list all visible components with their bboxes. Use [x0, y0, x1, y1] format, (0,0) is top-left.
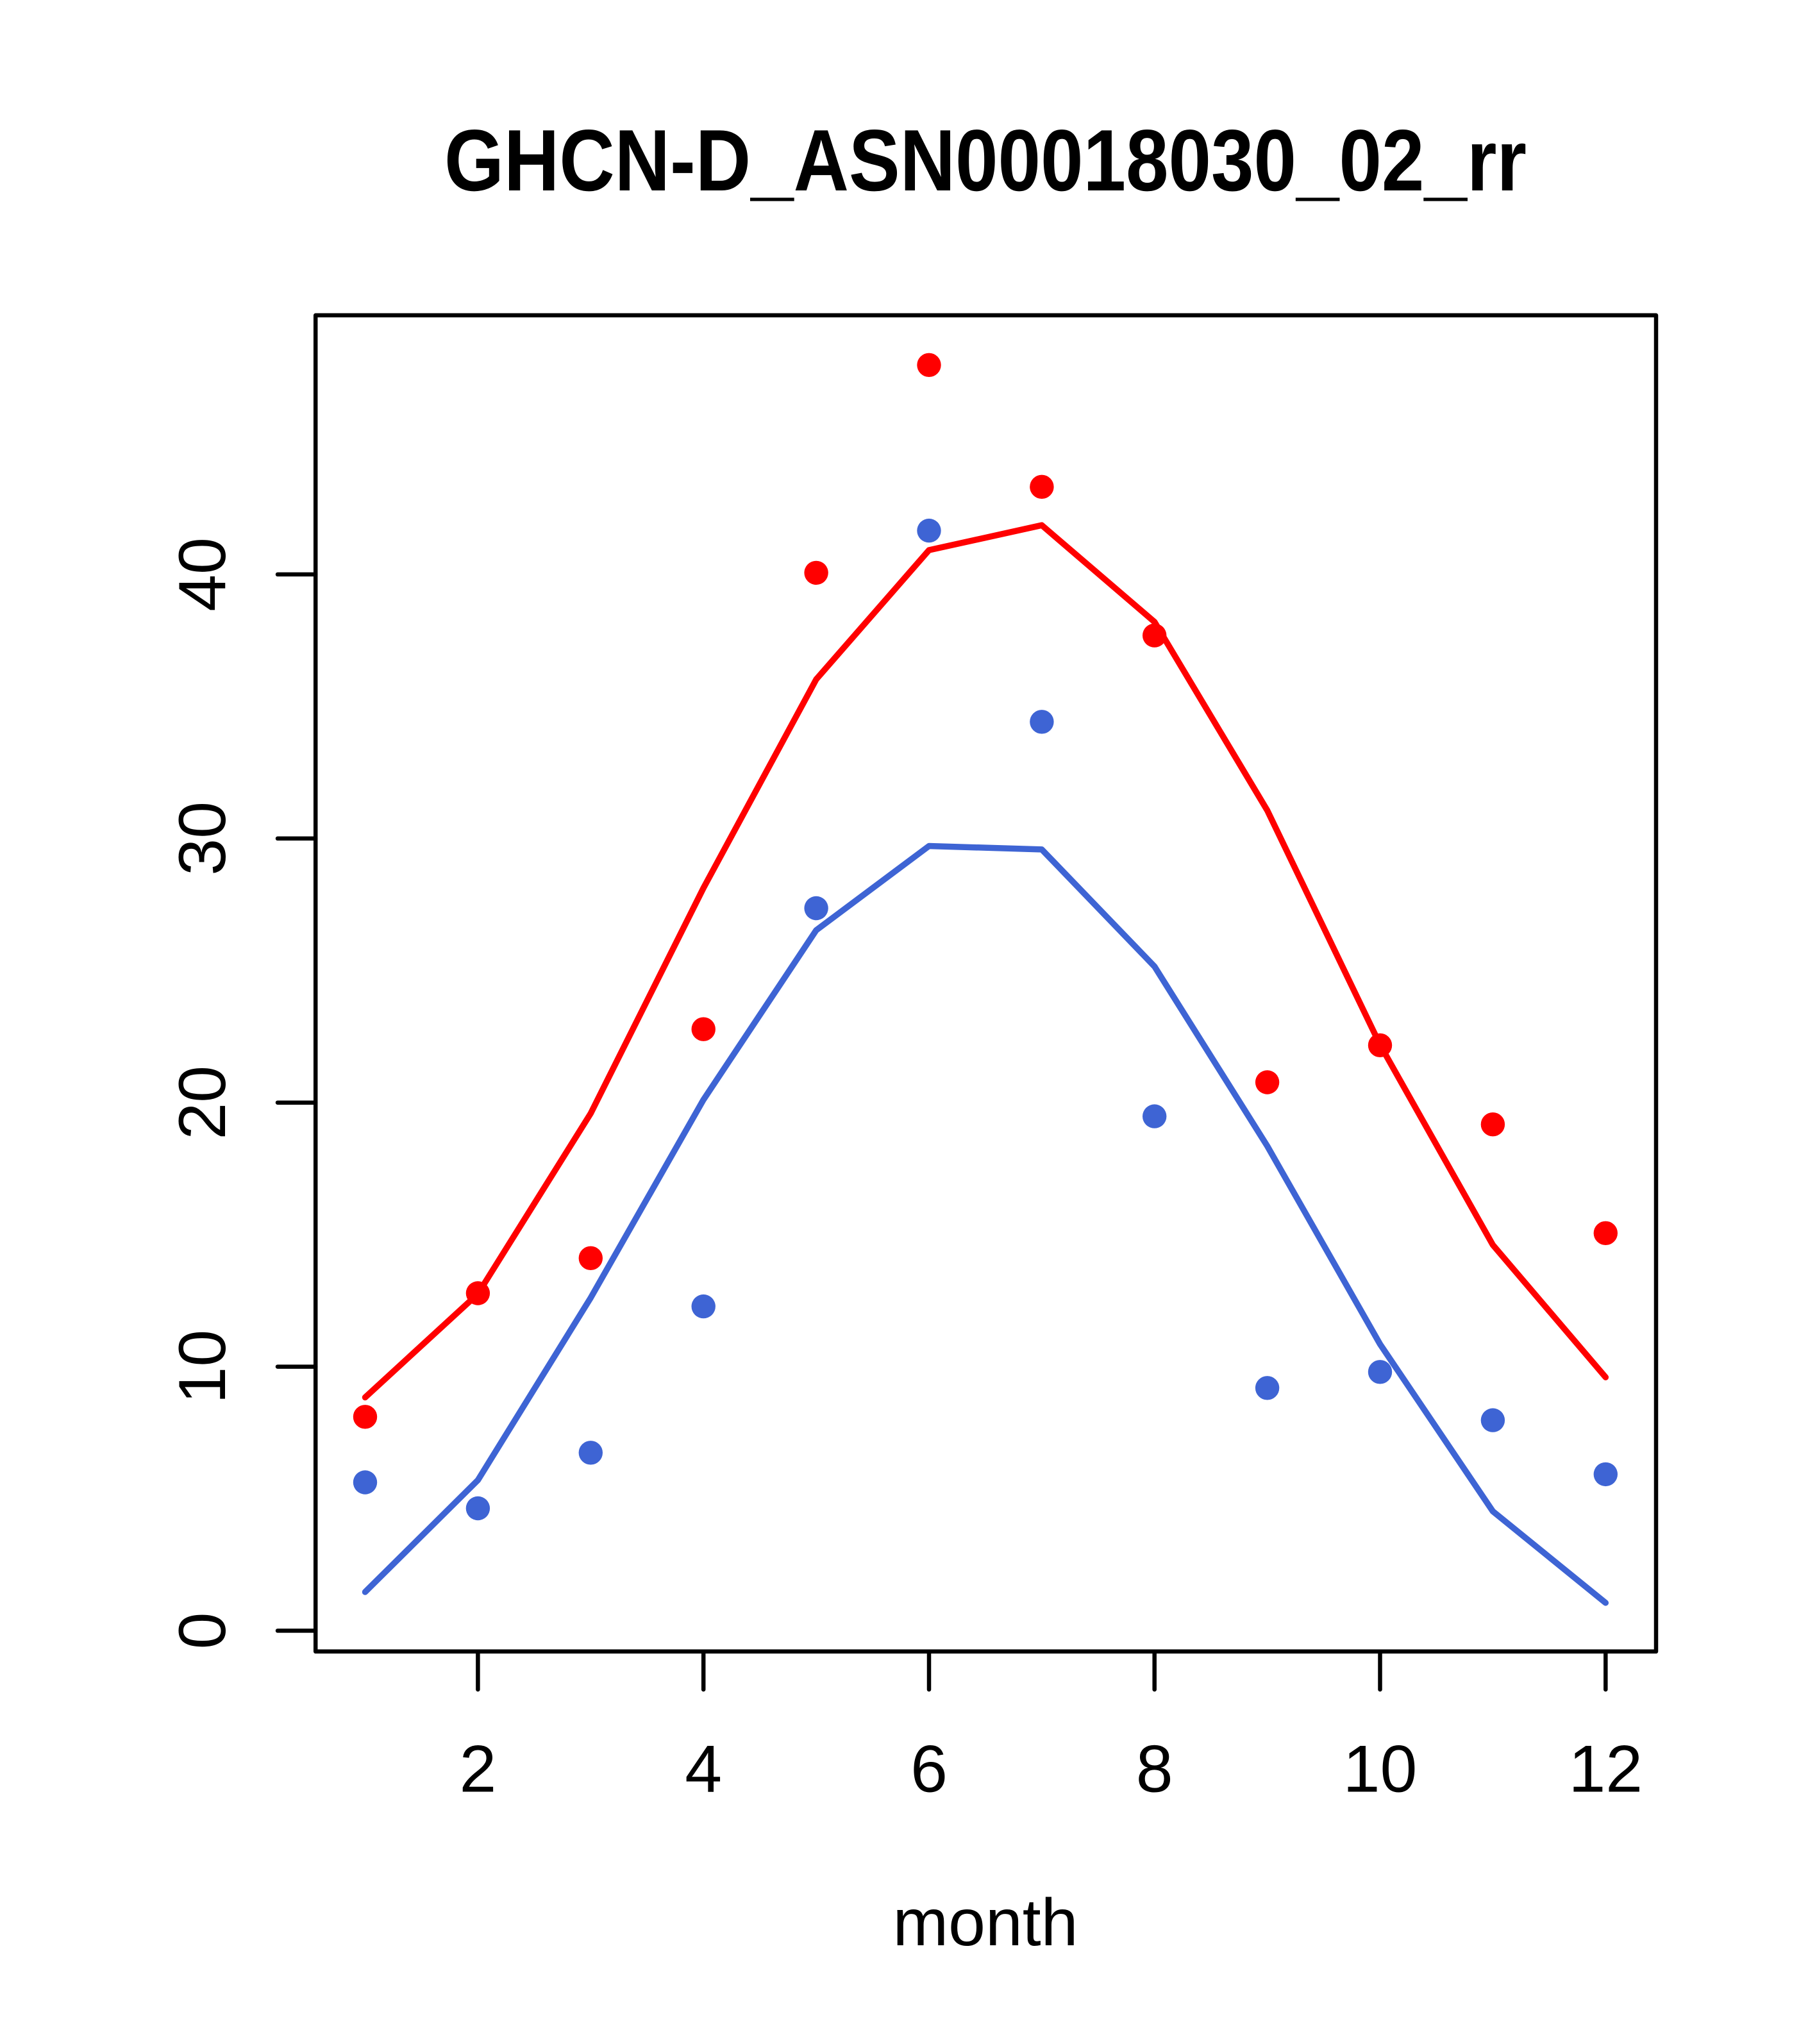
svg-text:GHCN-D_ASN00018030_02_rr: GHCN-D_ASN00018030_02_rr	[444, 112, 1527, 209]
svg-text:10: 10	[165, 1330, 240, 1404]
svg-text:20: 20	[165, 1066, 240, 1140]
svg-text:40: 40	[165, 537, 240, 612]
svg-text:month: month	[892, 1886, 1078, 1960]
svg-text:8: 8	[1136, 1732, 1173, 1807]
svg-text:0: 0	[165, 1612, 240, 1649]
svg-text:30: 30	[165, 801, 240, 876]
svg-text:12: 12	[1568, 1732, 1643, 1807]
svg-text:10: 10	[1343, 1732, 1418, 1807]
svg-text:4: 4	[685, 1732, 722, 1807]
svg-text:6: 6	[910, 1732, 948, 1807]
svg-text:2: 2	[459, 1732, 496, 1807]
